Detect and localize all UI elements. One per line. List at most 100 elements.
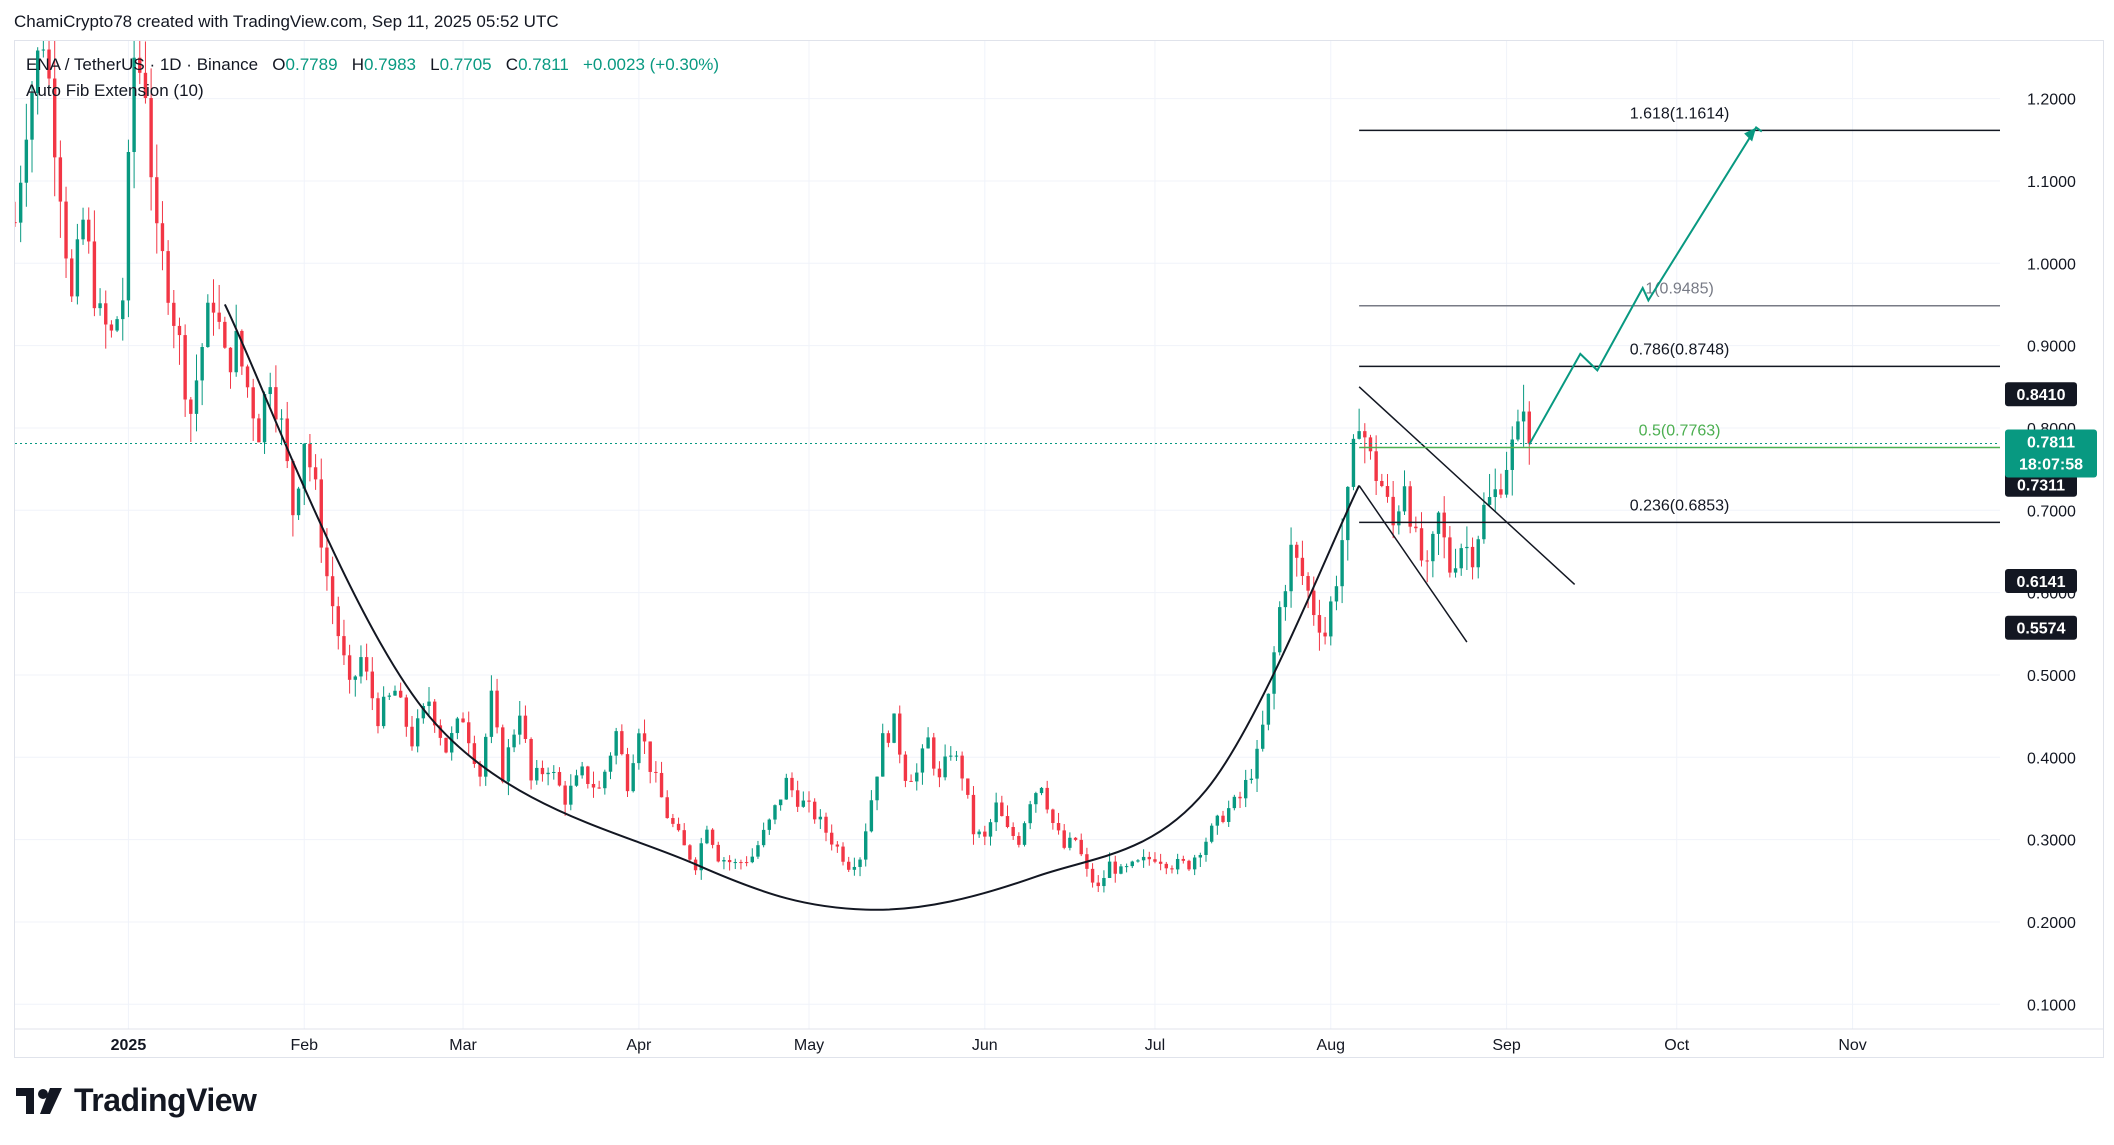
candle-down	[189, 399, 193, 414]
candle-down	[716, 844, 720, 862]
tradingview-logo[interactable]: TradingView	[16, 1082, 257, 1119]
candle-up	[35, 50, 40, 94]
candle-down	[903, 754, 908, 781]
candle-down	[472, 743, 477, 764]
candle-down	[727, 860, 732, 863]
candle-down	[1425, 560, 1429, 562]
candle-up	[580, 766, 584, 776]
candle-down	[642, 733, 647, 742]
candle-up	[1465, 546, 1469, 549]
candle-up	[699, 843, 703, 871]
candle-up	[954, 755, 959, 757]
candle-down	[1470, 546, 1475, 568]
candle-up	[506, 747, 511, 782]
candle-down	[886, 733, 891, 743]
candle-down	[325, 547, 329, 577]
y-tick-label: 0.9000	[2027, 339, 2076, 356]
candle-down	[319, 479, 323, 548]
candle-up	[773, 805, 777, 820]
open-label: O	[272, 55, 286, 74]
candle-up	[767, 819, 772, 830]
candle-down	[971, 794, 976, 835]
candle-up	[1141, 856, 1146, 861]
candle-down	[364, 657, 369, 672]
candle-down	[1408, 486, 1412, 527]
candle-down	[1380, 480, 1384, 487]
candle-up	[121, 300, 125, 320]
price-axis-tag-label: 0.6141	[2017, 574, 2066, 591]
candle-down	[1164, 863, 1169, 869]
candle-down	[478, 763, 482, 777]
candle-up	[892, 713, 896, 743]
candle-down	[1017, 835, 1021, 845]
candle-up	[1516, 421, 1520, 440]
candle-down	[211, 302, 216, 313]
candle-up	[920, 748, 925, 773]
candle-down	[557, 771, 562, 786]
channel-upper-line	[1358, 386, 1576, 585]
candle-up	[949, 755, 953, 757]
tradingview-brand-name: TradingView	[74, 1082, 257, 1118]
candle-down	[313, 467, 318, 480]
price-axis-tag	[2005, 472, 2077, 497]
candle-up	[818, 816, 823, 820]
candle-down	[932, 737, 936, 769]
candle-down	[223, 321, 227, 348]
candle-up	[81, 219, 85, 240]
candle-up	[1346, 486, 1350, 541]
candle-down	[342, 636, 346, 656]
candle-down	[1374, 451, 1378, 481]
fib-level-label: 1.618(1.1614)	[1630, 105, 1730, 122]
price-chart[interactable]: 0.10000.20000.30000.40000.50000.60000.70…	[15, 41, 2103, 1057]
candle-up	[200, 347, 204, 381]
candle-down	[1062, 830, 1066, 848]
candle-down	[228, 347, 233, 373]
candle-up	[1453, 568, 1458, 573]
candle-up	[750, 856, 754, 863]
candle-down	[1363, 431, 1367, 438]
candle-up	[1329, 601, 1333, 637]
candle-up	[761, 829, 766, 846]
candle-down	[467, 722, 471, 744]
price-axis-tag-label: 0.8410	[2017, 387, 2066, 404]
price-axis-tag-label: 0.7311	[2017, 478, 2065, 495]
candle-down	[47, 49, 51, 79]
candle-up	[518, 715, 522, 735]
candle-down	[824, 816, 828, 833]
candle-up	[778, 799, 783, 806]
candle-down	[58, 157, 63, 202]
indicator-label[interactable]: Auto Fib Extension (10)	[26, 81, 204, 100]
candle-up	[1232, 796, 1237, 809]
chart-frame[interactable]: 0.1000 0.2000 0.3000 0.4000 0.5000 0.6000 0.70…	[14, 40, 2104, 1058]
candle-up	[977, 831, 981, 835]
candle-up	[381, 696, 386, 727]
candle-up	[512, 734, 516, 748]
price-axis-tag	[2005, 569, 2077, 594]
candle-down	[1391, 496, 1395, 526]
candle-down	[1306, 576, 1310, 591]
candle-up	[194, 380, 199, 414]
candle-up	[535, 767, 539, 781]
candle-down	[1096, 882, 1100, 887]
indicator-row[interactable]: Auto Fib Extension (10)	[26, 78, 719, 104]
candle-down	[1170, 868, 1174, 870]
candle-up	[1028, 804, 1032, 824]
candle-up	[574, 775, 579, 786]
candle-down	[501, 727, 505, 782]
candle-up	[98, 303, 102, 309]
candle-up	[722, 860, 726, 862]
candle-down	[739, 862, 743, 864]
candle-up	[1436, 512, 1441, 534]
candle-down	[240, 330, 244, 367]
candle-down	[688, 845, 692, 860]
candle-down	[671, 818, 675, 824]
symbol-label[interactable]: ENA / TetherUS · 1D · Binance	[26, 55, 259, 74]
candle-up	[484, 736, 488, 777]
candle-down	[1368, 437, 1373, 452]
open-value: 0.7789	[285, 55, 338, 74]
candle-down	[1073, 837, 1078, 840]
candle-down	[376, 698, 380, 727]
x-tick-label: Jun	[972, 1037, 998, 1054]
candle-down	[461, 718, 465, 723]
candle-up	[1504, 469, 1509, 495]
